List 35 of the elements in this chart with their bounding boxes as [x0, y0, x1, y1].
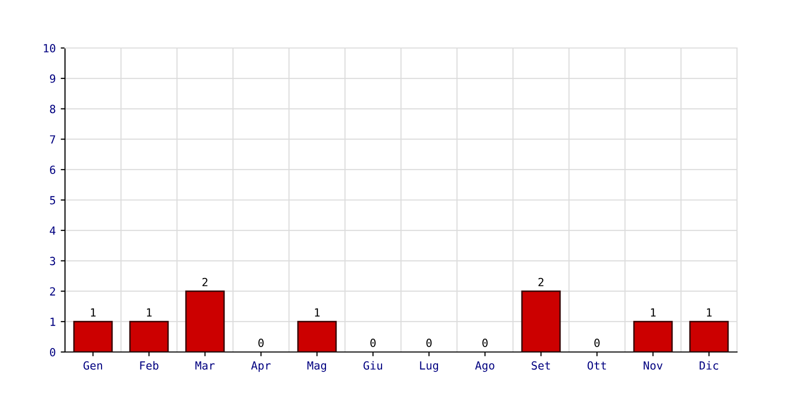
- data-label: 2: [202, 278, 208, 286]
- data-label: 1: [314, 308, 320, 317]
- data-label: 2: [538, 278, 544, 286]
- data-label: 1: [650, 308, 656, 317]
- y-tick-label: 1: [50, 318, 56, 326]
- y-tick-label: 5: [50, 196, 56, 204]
- x-tick-label: Giu: [364, 361, 382, 370]
- y-tick-label: 4: [50, 226, 56, 235]
- data-label: 1: [90, 308, 96, 317]
- data-label: 0: [258, 338, 264, 348]
- x-tick-label: Set: [532, 361, 550, 370]
- y-tick-label: 6: [50, 166, 56, 174]
- y-tick-label: 8: [50, 104, 56, 114]
- data-label: 0: [594, 338, 600, 348]
- x-tick-label: Mag: [307, 361, 326, 372]
- x-tick-label: Ott: [588, 361, 606, 370]
- x-tick-label: Lug: [420, 361, 438, 372]
- x-tick-label: Apr: [251, 361, 271, 372]
- y-tick-label: 3: [50, 256, 56, 266]
- x-tick-label: Dic: [700, 361, 718, 370]
- y-tick-label: 0: [50, 348, 56, 356]
- data-label: 0: [426, 338, 432, 348]
- x-tick-label: Nov: [644, 361, 662, 370]
- y-tick-label: 2: [50, 287, 56, 296]
- x-tick-label: Ago: [475, 361, 494, 372]
- y-tick-label: 10: [44, 44, 56, 52]
- data-label: 0: [370, 338, 376, 348]
- x-tick-label: Feb: [140, 361, 158, 370]
- data-label: 1: [706, 308, 712, 317]
- data-label: 1: [146, 308, 152, 317]
- x-tick-label: Mar: [195, 361, 215, 370]
- x-tick-label: Gen: [84, 361, 102, 370]
- y-tick-label: 7: [50, 135, 56, 144]
- y-tick-label: 9: [50, 74, 56, 83]
- data-label: 0: [482, 338, 488, 348]
